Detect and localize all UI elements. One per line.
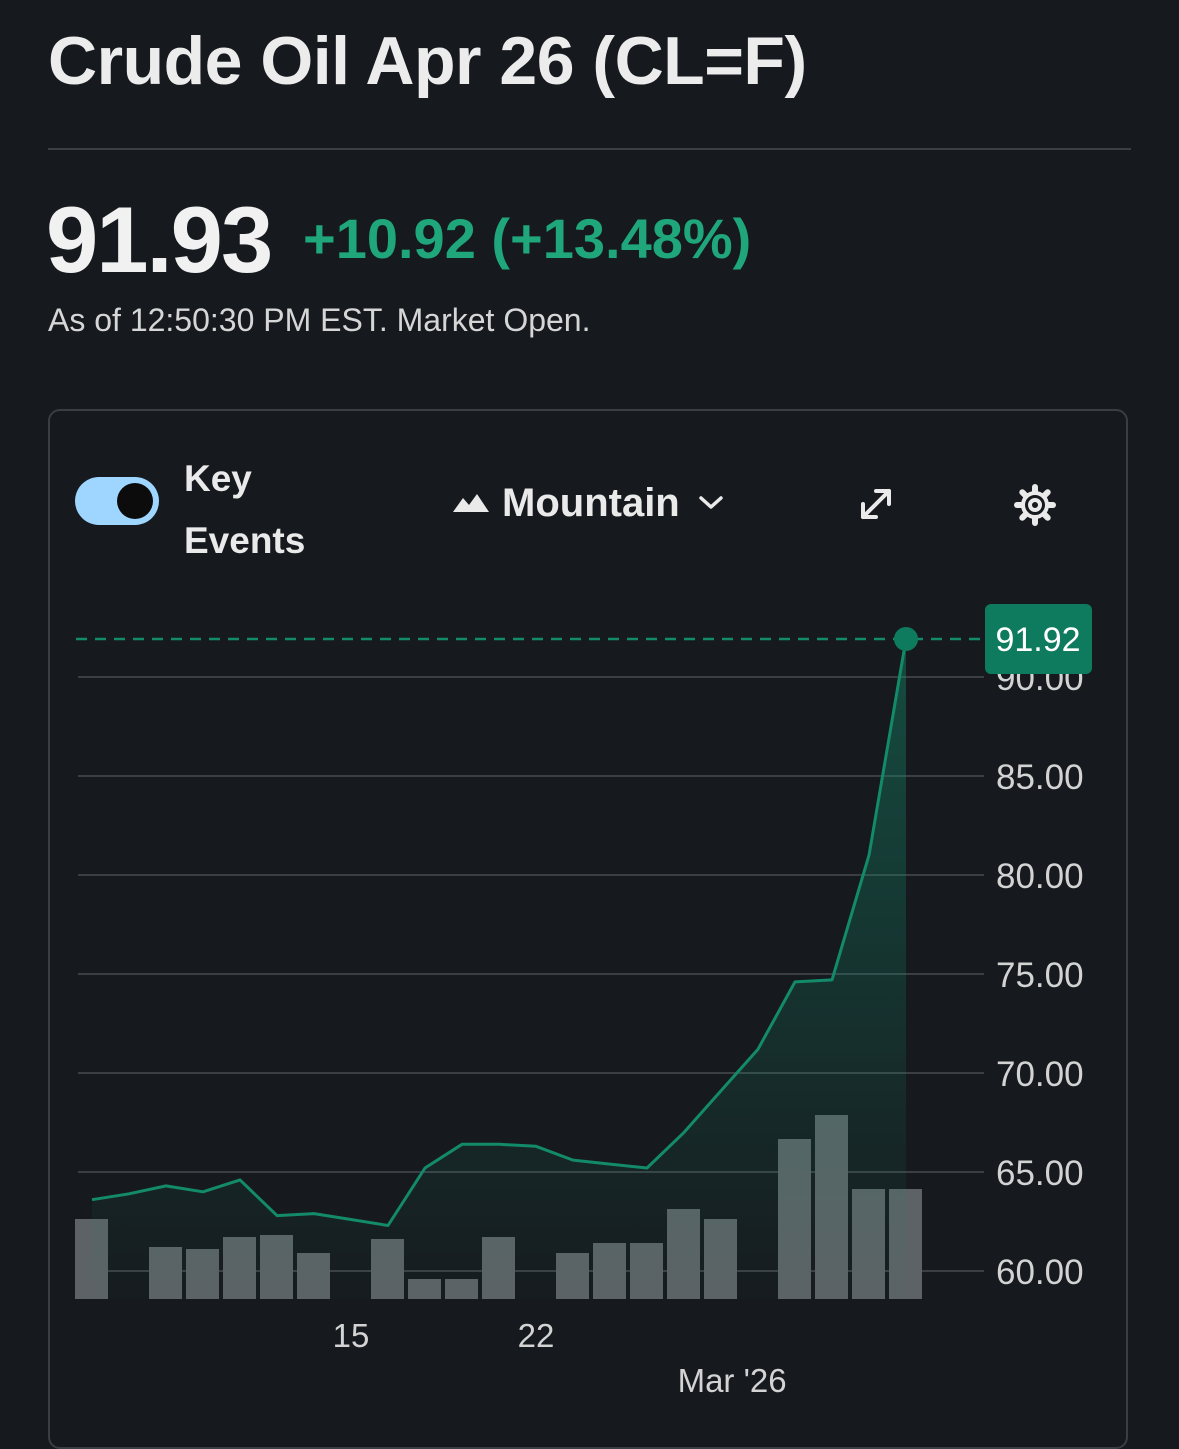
x-tick-label: 15 [333,1317,370,1354]
current-price-tag [985,603,1092,674]
price-area [92,639,906,1299]
chevron-down-icon [698,496,723,509]
chart-type-dropdown[interactable]: Mountain [452,478,724,528]
y-tick-label: 60.00 [996,1253,1084,1292]
header-divider [48,148,1131,150]
mountain-icon [453,494,489,512]
y-tick-label: 65.00 [996,1154,1084,1193]
y-tick-label: 70.00 [996,1055,1084,1094]
x-tick-label: Mar '26 [678,1362,787,1399]
current-price-dot [894,626,918,651]
expand-icon[interactable] [856,484,896,524]
y-tick-label: 75.00 [996,956,1084,995]
market-status: As of 12:50:30 PM EST. Market Open. [48,302,591,338]
y-tick-label: 80.00 [996,857,1084,896]
toggle-knob [117,483,153,519]
key-events-label-line1: Key [184,458,252,499]
price-line [91,638,908,1227]
y-tick-label: 85.00 [996,758,1084,797]
current-price: 91.93 [46,187,273,292]
price-change: +10.92 (+13.48%) [303,207,752,270]
x-tick-label: 22 [518,1317,555,1354]
gear-icon[interactable] [1012,482,1058,528]
current-price-tag-label: 91.92 [995,621,1080,659]
key-events-label-line2: Events [184,520,306,561]
key-events-label: Key Events [184,448,344,572]
page-title: Crude Oil Apr 26 (CL=F) [48,23,807,99]
chart-type-label: Mountain [502,480,680,525]
key-events-toggle[interactable] [75,477,159,525]
